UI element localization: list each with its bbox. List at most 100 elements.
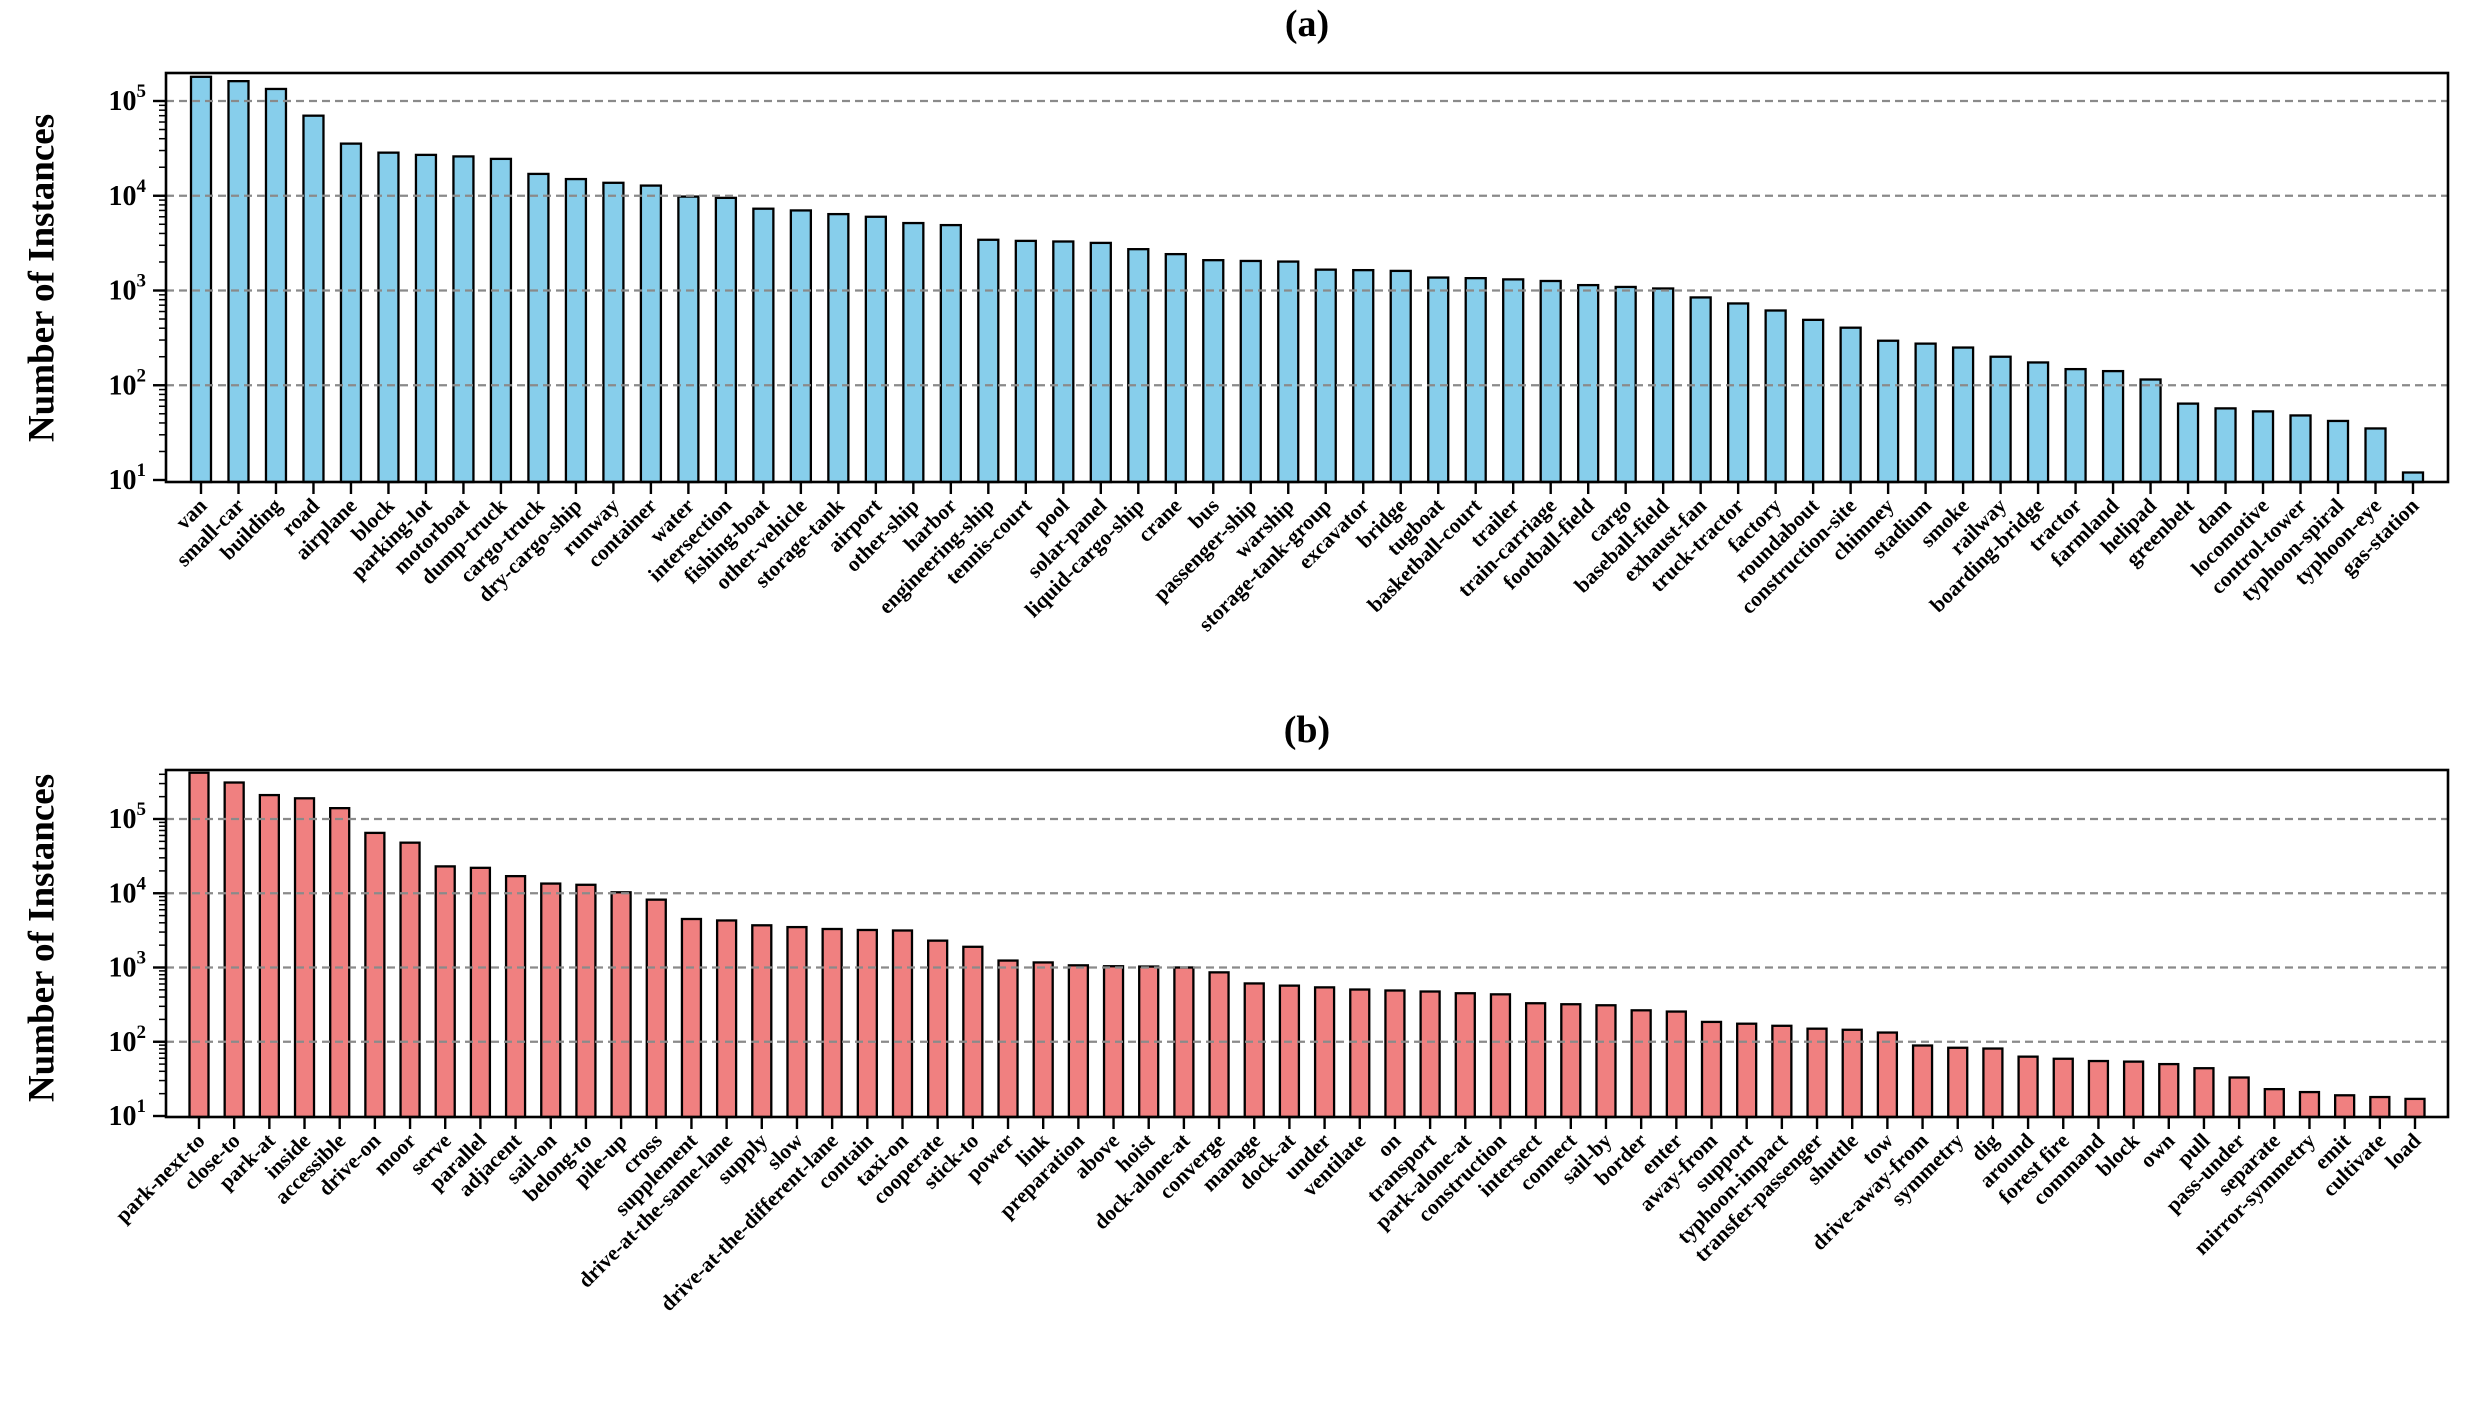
bar-tennis-court: [1014, 239, 1037, 484]
bar-symmetry: [1947, 1046, 1969, 1119]
bar-on: [1384, 989, 1406, 1119]
bar-typhoon-eye: [2364, 427, 2387, 484]
x-tick-label-load: load: [2381, 1129, 2426, 1174]
bar-sail-on: [540, 882, 562, 1119]
bar-power: [997, 959, 1019, 1119]
bar-supplement: [680, 917, 703, 1119]
bar-intersection: [714, 196, 738, 484]
bar-connect: [1560, 1003, 1582, 1119]
bar-fishing-boat: [752, 207, 775, 484]
bar-construction-site: [1839, 326, 1862, 484]
bar-construction: [1489, 993, 1512, 1119]
bar-transport: [1419, 990, 1441, 1119]
bar-crane: [1164, 252, 1187, 484]
bar-pass-under: [2228, 1076, 2250, 1119]
bar-container: [639, 184, 663, 484]
bar-greenbelt: [2176, 402, 2200, 484]
bar-emit: [2333, 1094, 2356, 1119]
bar-dump-truck: [489, 157, 513, 484]
bar-harbor: [939, 223, 962, 484]
bar-park-next-to: [188, 771, 210, 1119]
panel-a-title: (a): [1284, 3, 1330, 45]
bar-railway: [1989, 355, 2012, 484]
bar-close-to: [223, 781, 245, 1119]
bar-adjacent: [504, 874, 527, 1119]
bar-slow: [786, 925, 808, 1119]
bar-converge: [1208, 971, 1230, 1119]
bar-typhoon-impact: [1771, 1024, 1793, 1119]
bar-helipad: [2139, 378, 2162, 484]
bar-stick-to: [962, 945, 984, 1119]
bar-drive-at-the-same-lane: [715, 919, 738, 1119]
bar-pull: [2193, 1067, 2215, 1119]
bar-typhoon-spiral: [2326, 419, 2350, 484]
bar-tugboat: [1427, 276, 1450, 484]
bar-own: [2158, 1062, 2180, 1119]
bar-manage: [1243, 982, 1265, 1119]
bar-block: [2122, 1060, 2145, 1119]
bar-locomotive: [2251, 410, 2275, 484]
bar-link: [1032, 961, 1054, 1119]
y-tick-label-1e1: 101: [109, 1096, 147, 1132]
bar-contain: [856, 928, 878, 1119]
bar-gas-station: [2401, 471, 2425, 484]
bar-shuttle: [1841, 1028, 1863, 1119]
bar-enter: [1665, 1010, 1687, 1119]
bar-sail-by: [1595, 1004, 1617, 1119]
y-tick-label-1e5: 105: [109, 81, 147, 117]
bar-airport: [864, 215, 887, 484]
bar-under: [1313, 986, 1336, 1119]
bar-van: [189, 75, 213, 484]
bar-storage-tank: [827, 212, 850, 484]
bar-water: [677, 195, 700, 484]
bar-load: [2404, 1097, 2426, 1119]
bar-cultivate: [2369, 1095, 2391, 1119]
bar-basketball-court: [1464, 276, 1487, 484]
bar-bridge: [1389, 269, 1412, 484]
bar-taxi-on: [891, 929, 914, 1119]
bar-exhaust-fan: [1689, 296, 1712, 484]
bar-road: [302, 114, 325, 484]
y-tick-label-1e3: 103: [109, 271, 147, 307]
bar-farmland: [2101, 369, 2125, 484]
bar-cross: [645, 898, 667, 1119]
bar-command: [2087, 1059, 2110, 1119]
bar-drive-away-from: [1911, 1044, 1934, 1119]
panel-b-title: (b): [1283, 709, 1331, 751]
bar-other-vehicle: [789, 209, 813, 484]
bar-block: [377, 151, 400, 484]
bar-park-alone-at: [1454, 992, 1476, 1119]
bar-roundabout: [1801, 318, 1825, 484]
bar-dig: [1982, 1047, 2004, 1119]
bar-intersect: [1524, 1002, 1547, 1119]
bar-parking-lot: [414, 153, 438, 484]
bar-boarding-bridge: [2026, 361, 2050, 484]
x-tick-label-own: own: [2135, 1129, 2179, 1173]
bar-drive-on: [364, 831, 386, 1119]
bar-support: [1736, 1022, 1758, 1119]
bar-dam: [2214, 407, 2237, 484]
bar-passenger-ship: [1239, 259, 1262, 484]
panel-a-plot: 105104103102101vansmall-carbuildingroada…: [109, 71, 2450, 636]
y-tick-label-1e1: 101: [109, 460, 147, 496]
bar-liquid-cargo-ship: [1127, 248, 1150, 484]
bar-excavator: [1352, 268, 1375, 484]
bar-dock-at: [1278, 984, 1301, 1119]
bar-truck-tractor: [1727, 302, 1750, 484]
bar-bus: [1202, 259, 1225, 484]
bar-motorboat: [452, 155, 475, 484]
axes-box: [164, 768, 2450, 1119]
axes-box: [164, 71, 2450, 484]
bar-small-car: [227, 80, 250, 484]
y-tick-label-1e4: 104: [109, 176, 147, 212]
bar-parallel: [469, 866, 492, 1119]
bar-chimney: [1876, 339, 1900, 484]
bar-park-at: [258, 793, 281, 1119]
bar-away-from: [1700, 1020, 1723, 1119]
x-tick-label-crane: crane: [1133, 494, 1186, 547]
bar-trailer: [1502, 278, 1525, 484]
bar-engineering-ship: [977, 238, 1000, 484]
bar-forest fire: [2052, 1057, 2074, 1119]
bar-drive-at-the-different-lane: [821, 927, 843, 1119]
